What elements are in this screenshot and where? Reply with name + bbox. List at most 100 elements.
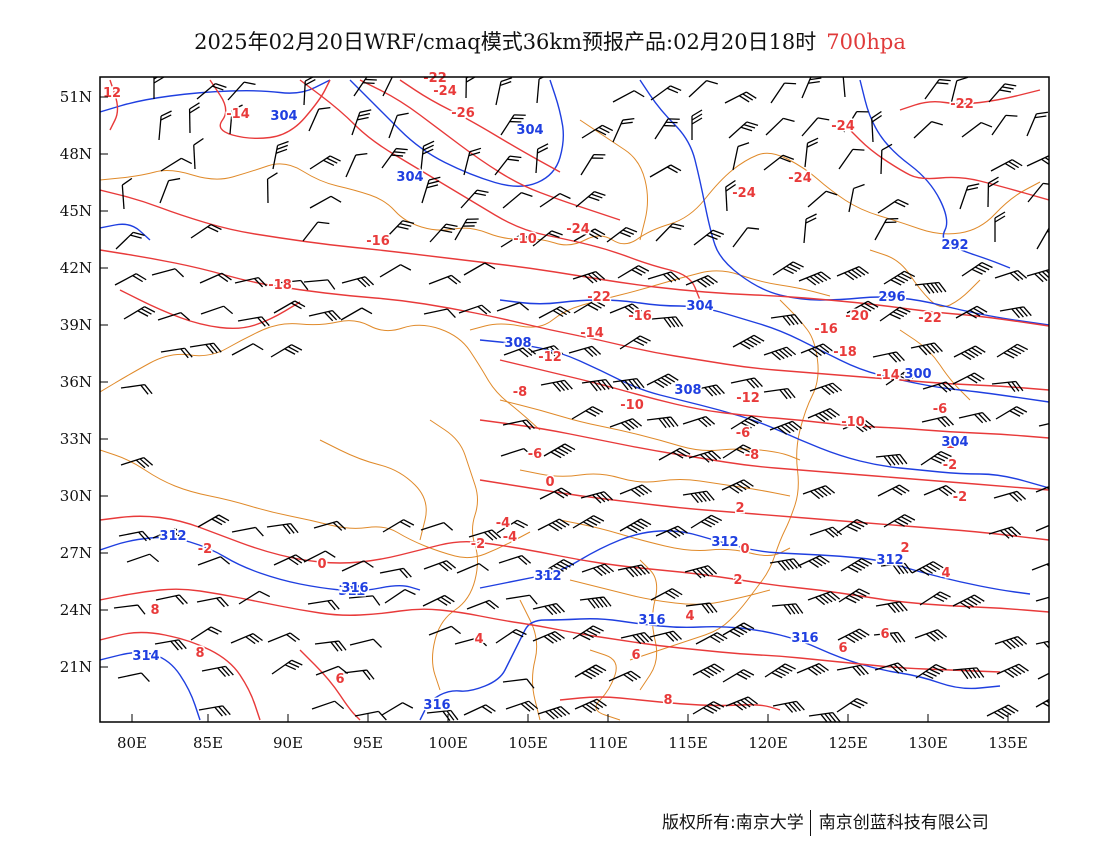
boundary-line: [629, 299, 819, 661]
wind-barb: [609, 303, 642, 315]
temperature-contour: [299, 649, 361, 721]
wind-barb: [423, 560, 457, 572]
wind-barb: [494, 155, 522, 176]
wind-barb: [500, 233, 533, 248]
wind-barb: [612, 90, 645, 103]
height-contours: [100, 79, 1049, 721]
wind-barb: [620, 631, 653, 645]
lon-tick-label: 130E: [908, 734, 948, 752]
temperature-label: -26: [451, 106, 475, 121]
wind-barb: [505, 594, 538, 605]
wind-barb: [732, 334, 765, 350]
wind-barb: [271, 659, 303, 675]
height-label: 308: [674, 383, 701, 398]
wind-barb: [198, 705, 231, 717]
wind-barb: [883, 514, 916, 528]
temperature-label: -16: [366, 234, 390, 249]
temperature-label: -2: [953, 490, 967, 505]
wind-barb: [351, 109, 372, 136]
wind-barb: [721, 479, 754, 494]
wind-barb: [910, 342, 943, 356]
wind-barb: [496, 302, 530, 312]
wind-barb: [996, 343, 1029, 359]
temperature-contour: [849, 129, 1049, 201]
wind-barb: [120, 456, 154, 469]
height-contour: [100, 536, 421, 592]
wind-barb: [728, 121, 759, 139]
wind-barb: [126, 553, 160, 563]
wind-barb: [199, 272, 232, 284]
lat-tick-label: 51N: [60, 88, 92, 106]
wind-barb: [803, 213, 817, 244]
height-label: 304: [941, 435, 968, 450]
wind-barb: [725, 179, 736, 212]
wind-barb: [539, 192, 571, 208]
wind-barb: [188, 102, 200, 134]
height-contour: [100, 79, 331, 113]
boundary-line: [519, 469, 791, 497]
height-label: 316: [423, 698, 450, 713]
temperature-label: -22: [587, 290, 611, 305]
height-label: 316: [341, 581, 368, 596]
longitude-axis: 80E 85E 90E 95E 100E 105E 110E 115E 120E 125E 130E…: [117, 714, 1028, 752]
wind-barb: [685, 602, 718, 614]
wind-barb: [732, 142, 750, 171]
wind-barb: [190, 223, 222, 239]
wind-barb: [580, 153, 606, 176]
wind-barb: [379, 264, 412, 278]
wind-barbs: [113, 77, 1049, 722]
wind-barb: [619, 335, 651, 350]
wind-barb: [273, 554, 306, 566]
wind-barb: [606, 226, 638, 243]
wind-barb: [539, 487, 572, 500]
height-contour: [859, 79, 1011, 269]
province-boundaries: [100, 119, 1041, 721]
temperature-label: 8: [663, 693, 672, 708]
wind-barb: [658, 447, 691, 461]
wind-barb: [724, 91, 757, 104]
wind-barb: [915, 663, 947, 680]
temperature-contour: [479, 479, 1049, 541]
wind-barb: [581, 379, 614, 392]
wind-barb: [151, 268, 185, 278]
temperature-label: -2: [941, 437, 955, 452]
wind-barb: [837, 628, 870, 644]
boundary-line: [429, 419, 478, 691]
wind-barb: [276, 279, 309, 291]
height-label: 304: [516, 123, 543, 138]
wind-barb: [121, 177, 133, 210]
temperature-label: -2: [943, 458, 957, 473]
wind-barb: [201, 665, 234, 678]
wind-barb: [537, 518, 570, 532]
wind-barb: [961, 121, 993, 138]
wind-barb: [381, 147, 408, 169]
temperature-label: -6: [736, 426, 750, 441]
wind-barb: [237, 316, 270, 327]
wind-barb: [155, 594, 188, 605]
wind-barb: [804, 137, 819, 168]
wind-barb: [871, 110, 882, 143]
temperature-label: -24: [732, 186, 756, 201]
wind-barb: [273, 300, 306, 314]
wind-barb: [996, 663, 1029, 678]
wind-barb: [463, 262, 496, 276]
lon-tick-label: 115E: [668, 734, 708, 752]
wind-barb: [840, 558, 873, 573]
lon-tick-label: 80E: [117, 734, 147, 752]
wind-barb: [808, 712, 841, 722]
wind-barb: [227, 81, 256, 101]
lat-tick-label: 42N: [60, 259, 92, 277]
wind-barb: [1031, 560, 1049, 572]
wind-barb: [838, 148, 865, 170]
wind-barb: [994, 635, 1028, 650]
wind-barb: [536, 77, 550, 104]
wind-barb: [313, 520, 347, 531]
wind-barb: [879, 306, 911, 322]
wind-barb: [348, 595, 381, 606]
wind-barb: [505, 700, 539, 712]
lat-tick-label: 30N: [60, 487, 92, 505]
height-label: 304: [396, 170, 423, 185]
temperature-label: 4: [474, 632, 483, 647]
wind-barb: [158, 110, 172, 141]
